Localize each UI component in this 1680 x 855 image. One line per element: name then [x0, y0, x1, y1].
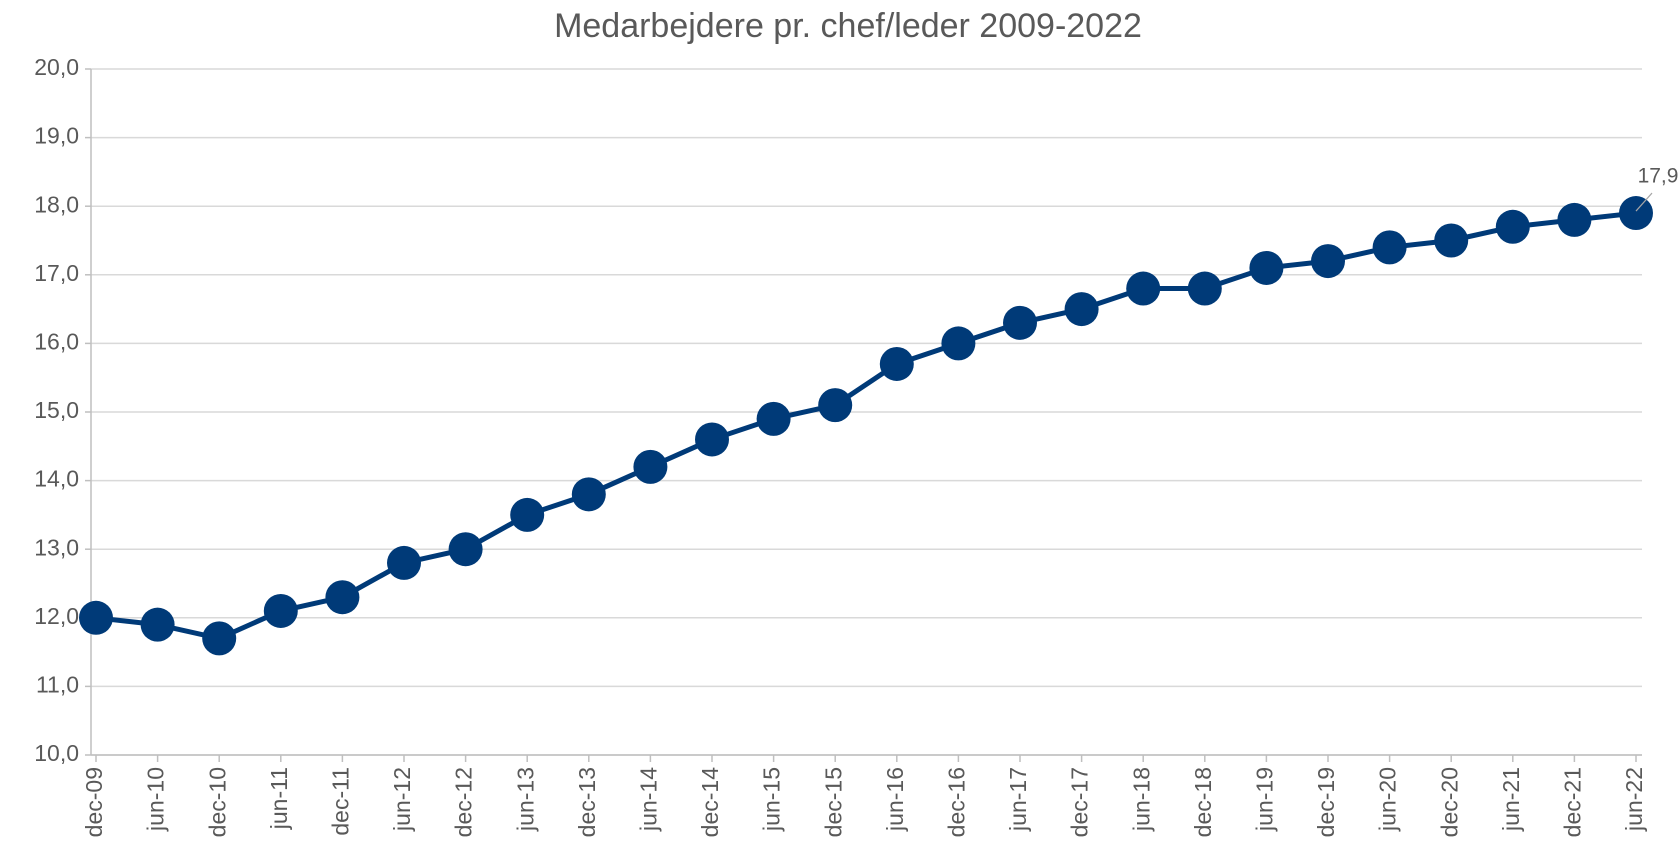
marker: [510, 497, 545, 532]
marker: [140, 607, 175, 642]
line: [95, 210, 1637, 641]
y-tick-label: 13,0: [34, 534, 79, 560]
marker: [1557, 202, 1592, 237]
y-tick-label: 20,0: [34, 54, 79, 80]
marker: [387, 545, 421, 580]
label-leader: [1635, 192, 1653, 212]
marker: [1619, 196, 1653, 231]
y-tick-label: 16,0: [34, 328, 79, 354]
marker: [695, 422, 729, 457]
x-tick-label: dec-09: [81, 767, 107, 837]
marker: [1249, 250, 1284, 285]
x-tick-label: dec-20: [1436, 767, 1462, 837]
y-tick-label: 17,0: [34, 260, 79, 286]
y-tick-label: 19,0: [34, 123, 79, 149]
x-tick-label: dec-11: [327, 767, 353, 836]
marker: [1495, 209, 1530, 244]
marker: [1003, 305, 1037, 340]
marker: [263, 593, 298, 628]
x-tick-label: jun-22: [1621, 767, 1647, 832]
marker: [1187, 271, 1222, 306]
x-tick-label: jun-14: [635, 767, 661, 832]
x-tick-label: jun-20: [1375, 767, 1401, 832]
marker: [571, 477, 606, 512]
x-tick-label: dec-13: [574, 767, 600, 837]
x-tick-label: jun-21: [1498, 767, 1524, 832]
marker: [941, 326, 976, 361]
x-tick-label: dec-18: [1190, 767, 1216, 837]
y-tick-label: 18,0: [34, 191, 79, 217]
y-tick-label: 15,0: [34, 397, 79, 423]
x-tick-label: dec-15: [820, 767, 846, 837]
x-tick-label: jun-16: [882, 767, 908, 832]
x-tick-label: dec-12: [451, 767, 477, 837]
x-tick-label: dec-10: [204, 767, 230, 837]
marker: [202, 621, 237, 656]
x-tick-label: jun-15: [759, 767, 785, 832]
marker: [633, 449, 668, 484]
marker: [1434, 223, 1469, 258]
x-tick-label: jun-13: [512, 767, 538, 832]
marker: [1126, 271, 1161, 306]
chart-title: Medarbejdere pr. chef/leder 2009-2022: [554, 7, 1142, 45]
x-tick-label: dec-16: [943, 767, 969, 837]
marker: [448, 532, 483, 567]
x-tick-label: jun-12: [389, 767, 415, 832]
marker: [818, 388, 853, 423]
x-tick-label: dec-17: [1067, 767, 1093, 837]
marker: [1064, 292, 1099, 327]
marker: [879, 346, 914, 381]
y-tick-label: 11,0: [36, 671, 79, 697]
x-tick-label: dec-19: [1313, 767, 1339, 837]
x-tick-label: dec-14: [697, 767, 723, 838]
x-tick-label: jun-18: [1128, 767, 1154, 832]
y-tick-label: 14,0: [34, 466, 79, 492]
marker: [79, 600, 113, 635]
y-tick-label: 12,0: [34, 603, 79, 629]
marker: [1311, 244, 1345, 279]
x-tick-label: jun-19: [1251, 767, 1277, 832]
x-tick-label: dec-21: [1559, 767, 1585, 837]
data-label: 17,9: [1638, 165, 1679, 188]
y-tick-label: 10,0: [34, 740, 79, 766]
x-tick-label: jun-10: [143, 767, 169, 832]
marker: [1372, 230, 1407, 265]
marker: [756, 401, 791, 436]
x-tick-label: jun-11: [266, 767, 292, 830]
marker: [325, 580, 360, 615]
x-tick-label: jun-17: [1005, 767, 1031, 832]
